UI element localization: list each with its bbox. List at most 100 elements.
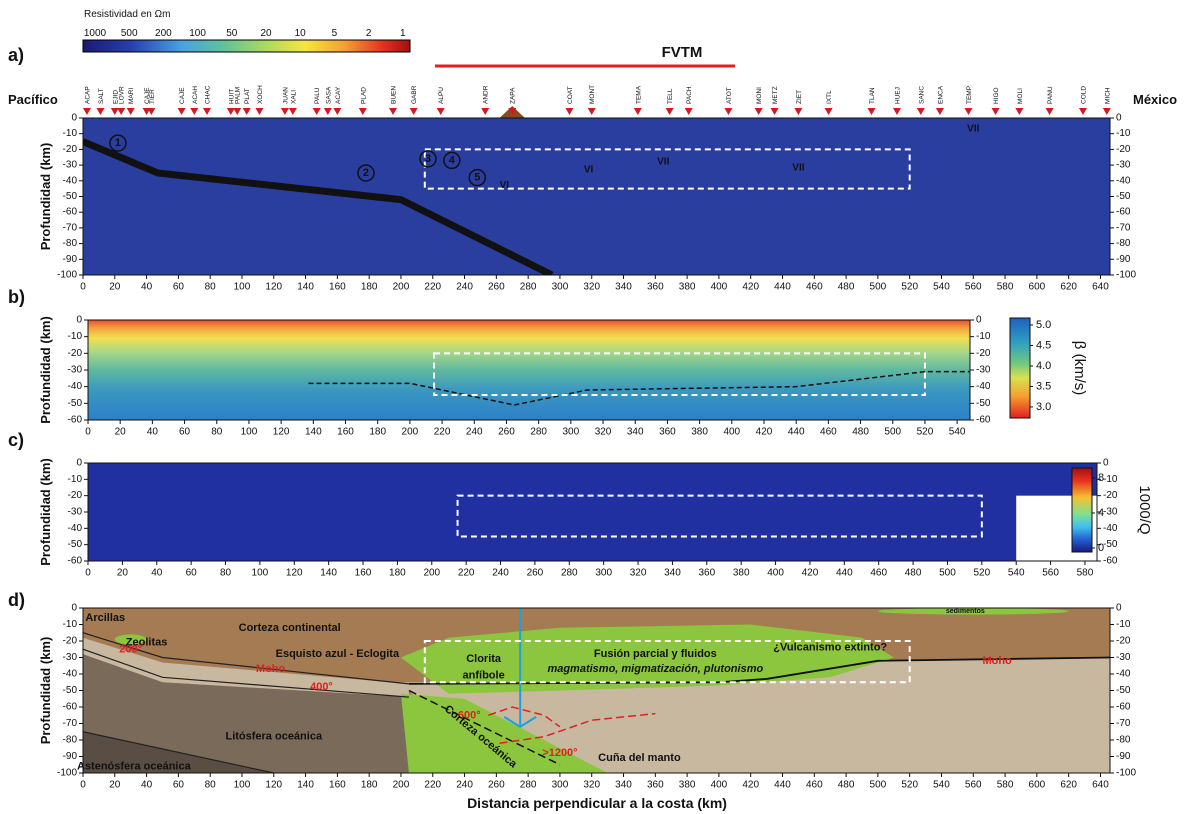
y2-tick-label: -70 <box>1116 718 1131 729</box>
station <box>127 108 135 115</box>
y-axis-label: Profundidad (km) <box>38 316 53 424</box>
x-tick-label: 420 <box>756 427 773 438</box>
x-tick-label: 580 <box>1077 568 1094 579</box>
y2-tick-label: -90 <box>1116 751 1131 762</box>
station-label: ANDR <box>483 85 490 104</box>
annotation: Cuña del manto <box>598 752 681 764</box>
y-tick-label: -10 <box>63 619 78 630</box>
station <box>1046 108 1054 115</box>
station <box>243 108 251 115</box>
station-label: HIGO <box>993 87 1000 104</box>
x-tick-label: 180 <box>369 427 386 438</box>
plot-body <box>67 118 1132 275</box>
colorbar-tick-label: 50 <box>226 28 238 39</box>
annotation: Litósfera oceánica <box>225 731 322 743</box>
y2-tick-label: -10 <box>1116 128 1131 139</box>
station-label: HUEJ <box>894 87 901 104</box>
station <box>794 108 802 115</box>
colorbar <box>83 40 410 52</box>
x-tick-label: 580 <box>997 780 1014 791</box>
x-tick-label: 140 <box>297 780 314 791</box>
x-tick-label: 600 <box>1029 780 1046 791</box>
x-tick-label: 200 <box>402 427 419 438</box>
annotation: 400° <box>310 681 333 693</box>
station <box>724 108 732 115</box>
y2-tick-label: -60 <box>976 415 991 426</box>
y-tick-label: -20 <box>68 490 83 501</box>
x-tick-label: 540 <box>933 282 950 293</box>
colorbar-tick-label: 500 <box>121 28 138 39</box>
colorbar-tick-label: 4.0 <box>1036 360 1051 372</box>
x-tick-label: 240 <box>492 568 509 579</box>
station <box>227 108 235 115</box>
x-tick-label: 400 <box>711 780 728 791</box>
x-tick-label: 580 <box>997 282 1014 293</box>
station-label: PALM <box>235 87 242 104</box>
colorbar-tick-label: 1000 <box>84 28 107 39</box>
x-tick-label: 320 <box>583 282 600 293</box>
annotation: Astenósfera oceánica <box>77 760 192 772</box>
x-tick-label: 440 <box>774 780 791 791</box>
x-tick-label: 140 <box>305 427 322 438</box>
y-tick-label: 0 <box>76 315 82 326</box>
x-tick-label: 20 <box>117 568 129 579</box>
station-label: XALI <box>290 90 297 104</box>
annotation: 4 <box>449 154 456 166</box>
station-label: COAT <box>567 86 574 104</box>
x-tick-label: 640 <box>1092 282 1109 293</box>
station-label: TELL <box>667 88 674 104</box>
y2-tick-label: -20 <box>976 348 991 359</box>
colorbar-tick-label: 8 <box>1098 472 1104 484</box>
y-tick-label: -100 <box>57 270 77 281</box>
plot-body <box>88 320 970 420</box>
x-tick-label: 120 <box>286 568 303 579</box>
colorbar-tick-label: 20 <box>260 28 272 39</box>
x-tick-label: 120 <box>265 780 282 791</box>
y-tick-label: -100 <box>57 768 77 779</box>
x-tick-label: 80 <box>220 568 232 579</box>
station-label: ALPU <box>438 87 445 104</box>
x-tick-label: 460 <box>806 282 823 293</box>
y2-tick-label: 0 <box>1116 113 1122 124</box>
station-label: SANC <box>918 86 925 104</box>
x-tick-label: 80 <box>205 780 217 791</box>
y-tick-label: -70 <box>63 718 78 729</box>
colorbar-title: β (km/s) <box>1071 341 1088 395</box>
x-tick-label: 360 <box>647 780 664 791</box>
station-label: MICH <box>1104 87 1111 104</box>
x-tick-label: 360 <box>647 282 664 293</box>
x-tick-label: 480 <box>838 780 855 791</box>
y-tick-label: -40 <box>63 175 78 186</box>
station-label: SASA <box>325 86 332 104</box>
y2-tick-label: -40 <box>1116 669 1131 680</box>
x-tick-label: 220 <box>434 427 451 438</box>
y-tick-label: -10 <box>68 474 83 485</box>
y2-tick-label: -60 <box>1116 702 1131 713</box>
annotation: 5 <box>474 172 480 184</box>
x-tick-label: 20 <box>109 282 121 293</box>
heat-bg <box>83 118 1110 275</box>
station <box>565 108 573 115</box>
x-tick-label: 40 <box>141 282 153 293</box>
y2-tick-label: -20 <box>1103 490 1118 501</box>
x-tick-label: 420 <box>742 780 759 791</box>
y-tick-label: 0 <box>71 603 77 614</box>
colorbar-tick-label: 3.0 <box>1036 401 1051 413</box>
station-label: ENCA <box>937 85 944 104</box>
y-tick-label: -40 <box>68 381 83 392</box>
left-label: Pacífico <box>8 92 58 107</box>
annotation: magmatismo, migmatización, plutonismo <box>547 663 763 675</box>
colorbar-tick-label: 4 <box>1098 507 1104 519</box>
x-tick-label: 560 <box>965 282 982 293</box>
station <box>936 108 944 115</box>
y-tick-label: -30 <box>68 507 83 518</box>
x-axis-label: Distancia perpendicular a la costa (km) <box>467 795 727 811</box>
x-tick-label: 400 <box>711 282 728 293</box>
station <box>96 108 104 115</box>
y-axis-label: Profundidad (km) <box>38 143 53 251</box>
station <box>825 108 833 115</box>
x-tick-label: 0 <box>80 282 86 293</box>
x-tick-label: 600 <box>1029 282 1046 293</box>
station <box>255 108 263 115</box>
y-tick-label: -30 <box>63 160 78 171</box>
